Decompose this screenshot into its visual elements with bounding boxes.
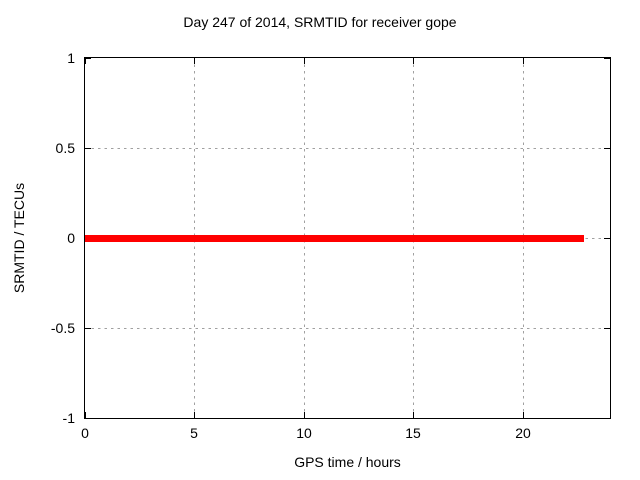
plot-area bbox=[84, 57, 611, 419]
x-tick-top bbox=[523, 58, 524, 64]
y-tick-right bbox=[604, 418, 610, 419]
x-tick-label: 5 bbox=[190, 425, 198, 441]
y-tick-left bbox=[85, 58, 91, 59]
x-tick-label: 15 bbox=[405, 425, 421, 441]
y-tick-label: 0 bbox=[67, 230, 75, 246]
x-tick-top bbox=[194, 58, 195, 64]
x-tick-bottom bbox=[413, 412, 414, 418]
y-tick-left bbox=[85, 328, 91, 329]
x-tick-top bbox=[413, 58, 414, 64]
x-tick-bottom bbox=[523, 412, 524, 418]
x-tick-label: 10 bbox=[296, 425, 312, 441]
chart-title: Day 247 of 2014, SRMTID for receiver gop… bbox=[183, 14, 457, 30]
y-tick-label: 1 bbox=[67, 50, 75, 66]
y-tick-right bbox=[604, 148, 610, 149]
data-line-srmtid bbox=[85, 235, 584, 242]
x-axis-label: GPS time / hours bbox=[294, 454, 401, 470]
x-tick-bottom bbox=[85, 412, 86, 418]
x-tick-top bbox=[304, 58, 305, 64]
x-tick-bottom bbox=[304, 412, 305, 418]
y-tick-label: -1 bbox=[62, 410, 75, 426]
y-tick-right bbox=[604, 58, 610, 59]
x-tick-bottom bbox=[194, 412, 195, 418]
y-tick-left bbox=[85, 148, 91, 149]
x-tick-label: 0 bbox=[81, 425, 89, 441]
y-tick-label: -0.5 bbox=[50, 320, 75, 336]
x-tick-label: 20 bbox=[515, 425, 531, 441]
y-tick-label: 0.5 bbox=[55, 140, 75, 156]
y-tick-left bbox=[85, 418, 91, 419]
y-tick-right bbox=[604, 328, 610, 329]
y-tick-right bbox=[604, 238, 610, 239]
y-gridline bbox=[85, 328, 610, 329]
y-gridline bbox=[85, 148, 610, 149]
x-tick-top bbox=[85, 58, 86, 64]
